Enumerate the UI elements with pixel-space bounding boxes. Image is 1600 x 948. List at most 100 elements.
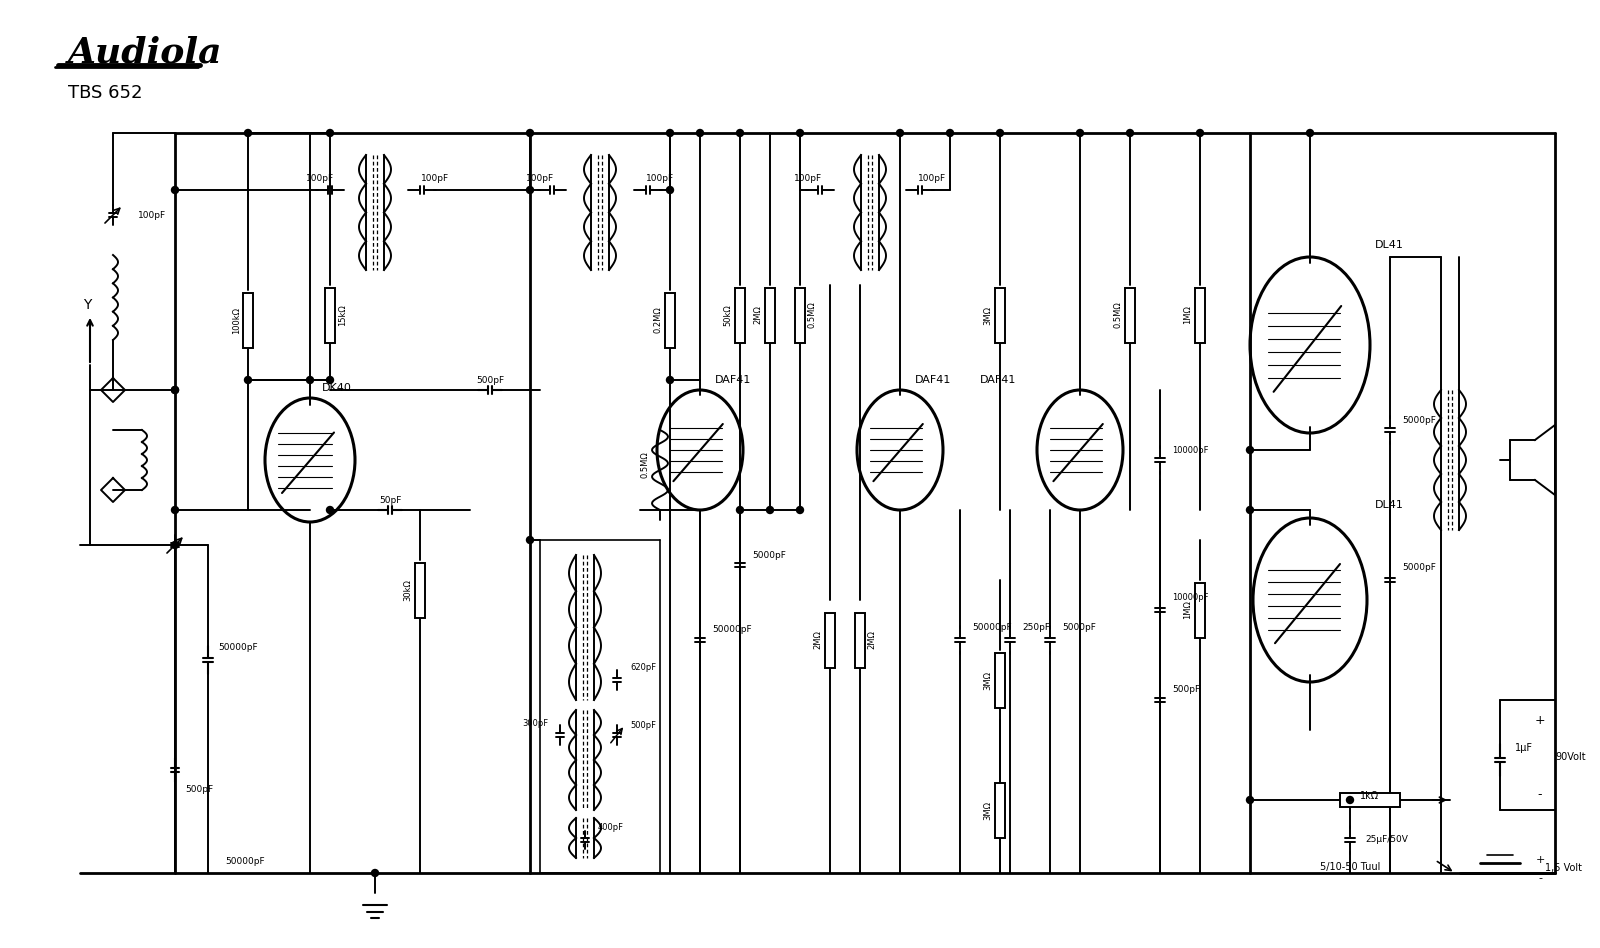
Text: +: +	[1536, 855, 1544, 865]
Circle shape	[307, 376, 314, 384]
Circle shape	[171, 187, 179, 193]
Text: -: -	[1538, 789, 1542, 801]
Text: Y: Y	[83, 298, 91, 312]
Circle shape	[997, 130, 1003, 137]
Bar	[1195, 583, 1205, 638]
Text: 5000pF: 5000pF	[1402, 415, 1435, 425]
Bar	[325, 288, 334, 343]
Text: 100pF: 100pF	[526, 173, 554, 183]
Text: 400pF: 400pF	[598, 824, 624, 832]
Bar	[1125, 288, 1134, 343]
Text: 50pF: 50pF	[379, 496, 402, 504]
Text: 0.5MΩ: 0.5MΩ	[1114, 301, 1123, 328]
Text: DL41: DL41	[1374, 240, 1403, 250]
Bar	[666, 293, 675, 348]
Text: 2MΩ: 2MΩ	[813, 630, 822, 649]
Circle shape	[1246, 796, 1253, 804]
Bar	[995, 288, 1005, 343]
Bar	[414, 563, 426, 618]
Bar	[795, 288, 805, 343]
Bar	[826, 613, 835, 668]
Bar	[1341, 793, 1400, 807]
Bar	[1195, 288, 1205, 343]
Text: 50000pF: 50000pF	[712, 626, 752, 634]
Text: DK40: DK40	[322, 383, 352, 393]
Circle shape	[1077, 130, 1083, 137]
Circle shape	[1307, 130, 1314, 137]
Text: 100pF: 100pF	[918, 173, 946, 183]
Text: 1MΩ: 1MΩ	[1184, 601, 1192, 619]
Bar	[765, 288, 774, 343]
Text: 5/10-50 Tuul: 5/10-50 Tuul	[1320, 862, 1381, 872]
Text: 0.2MΩ: 0.2MΩ	[653, 306, 662, 334]
Text: 620pF: 620pF	[630, 664, 656, 672]
Text: 3MΩ: 3MΩ	[984, 800, 992, 819]
Bar	[995, 783, 1005, 838]
Text: 500pF: 500pF	[475, 375, 504, 385]
Text: DAF41: DAF41	[979, 375, 1016, 385]
Circle shape	[171, 387, 179, 393]
Circle shape	[947, 130, 954, 137]
Text: 100pF: 100pF	[421, 173, 450, 183]
Text: 2MΩ: 2MΩ	[867, 630, 877, 649]
Text: 5000pF: 5000pF	[752, 551, 786, 559]
Circle shape	[896, 130, 904, 137]
Bar	[734, 288, 746, 343]
Circle shape	[526, 537, 533, 543]
Circle shape	[526, 130, 533, 137]
Text: 100pF: 100pF	[646, 173, 674, 183]
Text: 1MΩ: 1MΩ	[1184, 305, 1192, 324]
Text: 0.5MΩ: 0.5MΩ	[640, 451, 650, 479]
Text: 3MΩ: 3MΩ	[984, 670, 992, 689]
Circle shape	[1246, 506, 1253, 514]
Text: 2MΩ: 2MΩ	[754, 305, 763, 324]
Bar	[854, 613, 866, 668]
Text: 100kΩ: 100kΩ	[232, 306, 242, 334]
Text: 50000pF: 50000pF	[226, 858, 266, 866]
Text: 1kΩ: 1kΩ	[1360, 791, 1379, 801]
Text: -: -	[1538, 873, 1542, 883]
Text: DL41: DL41	[1374, 500, 1403, 510]
Text: +: +	[1534, 714, 1546, 726]
Circle shape	[667, 187, 674, 193]
Text: 100pF: 100pF	[794, 173, 822, 183]
Text: 30kΩ: 30kΩ	[403, 579, 413, 601]
Text: 500pF: 500pF	[630, 720, 656, 730]
Circle shape	[526, 187, 533, 193]
Circle shape	[667, 130, 674, 137]
Circle shape	[1126, 130, 1133, 137]
Text: 50000pF: 50000pF	[218, 644, 258, 652]
Text: 10000pF: 10000pF	[1171, 593, 1208, 603]
Circle shape	[245, 376, 251, 384]
Text: 500pF: 500pF	[186, 786, 213, 794]
Circle shape	[326, 506, 333, 514]
Text: 10000pF: 10000pF	[1171, 446, 1208, 454]
Circle shape	[326, 376, 333, 384]
Circle shape	[171, 387, 179, 393]
Text: 500pF: 500pF	[1171, 685, 1200, 695]
Text: DAF41: DAF41	[715, 375, 752, 385]
Text: 50kΩ: 50kΩ	[723, 304, 733, 326]
Text: 1,5 Volt: 1,5 Volt	[1546, 863, 1582, 873]
Circle shape	[736, 506, 744, 514]
Circle shape	[371, 869, 379, 877]
Circle shape	[797, 506, 803, 514]
Text: 90Volt: 90Volt	[1555, 752, 1586, 762]
Text: 15kΩ: 15kΩ	[339, 304, 347, 326]
Text: TBS 652: TBS 652	[67, 84, 142, 102]
Circle shape	[696, 130, 704, 137]
Bar	[243, 293, 253, 348]
Circle shape	[245, 130, 251, 137]
Circle shape	[736, 130, 744, 137]
Text: 5000pF: 5000pF	[1402, 563, 1435, 573]
Text: 25μF/50V: 25μF/50V	[1365, 835, 1408, 845]
Circle shape	[1197, 130, 1203, 137]
Text: DAF41: DAF41	[915, 375, 952, 385]
Circle shape	[171, 541, 179, 549]
Circle shape	[667, 376, 674, 384]
Text: 250pF: 250pF	[1022, 624, 1050, 632]
Text: 100pF: 100pF	[306, 173, 334, 183]
Circle shape	[171, 506, 179, 514]
Text: 5000pF: 5000pF	[1062, 624, 1096, 632]
Text: 100pF: 100pF	[138, 210, 166, 220]
